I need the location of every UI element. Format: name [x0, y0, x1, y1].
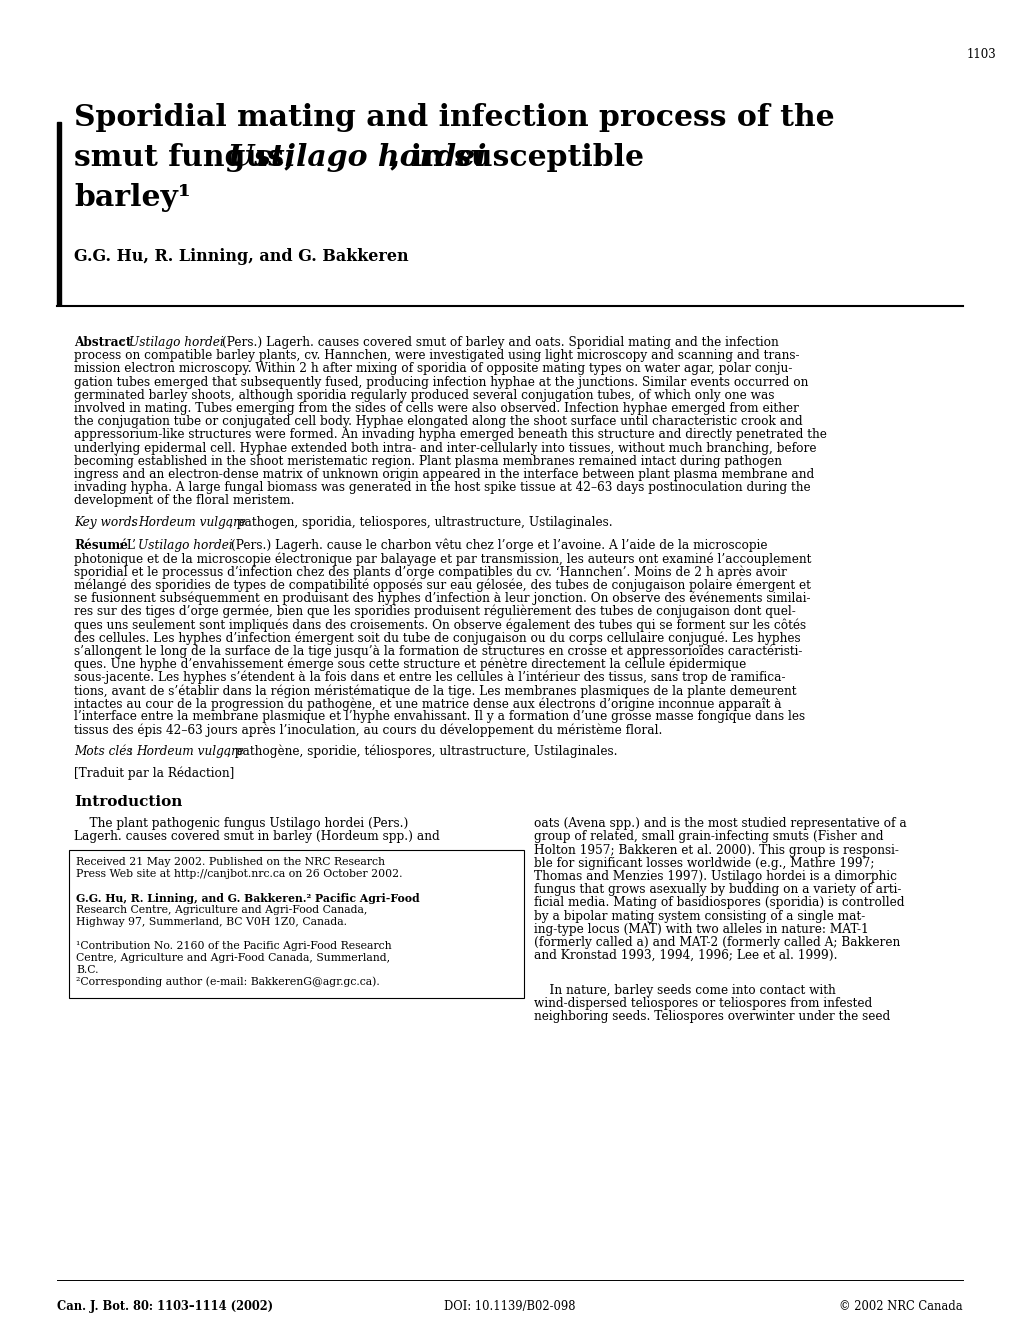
Text: B.C.: B.C. [76, 965, 99, 974]
Text: Holton 1957; Bakkeren et al. 2000). This group is responsi-: Holton 1957; Bakkeren et al. 2000). This… [534, 843, 898, 857]
Text: oats (Avena spp.) and is the most studied representative of a: oats (Avena spp.) and is the most studie… [534, 817, 906, 830]
Text: des cellules. Les hyphes d’infection émergent soit du tube de conjugaison ou du : des cellules. Les hyphes d’infection éme… [74, 631, 800, 644]
Text: Mots clés: Mots clés [74, 744, 132, 758]
Text: development of the floral meristem.: development of the floral meristem. [74, 495, 294, 507]
Text: Research Centre, Agriculture and Agri-Food Canada,: Research Centre, Agriculture and Agri-Fo… [76, 904, 367, 915]
Text: G.G. Hu, R. Linning, and G. Bakkeren.² Pacific Agri-Food: G.G. Hu, R. Linning, and G. Bakkeren.² P… [76, 892, 419, 904]
Text: the conjugation tube or conjugated cell body. Hyphae elongated along the shoot s: the conjugation tube or conjugated cell … [74, 416, 802, 428]
Text: [Traduit par la Rédaction]: [Traduit par la Rédaction] [74, 766, 234, 780]
Text: (Pers.) Lagerh. causes covered smut of barley and oats. Sporidial mating and the: (Pers.) Lagerh. causes covered smut of b… [218, 337, 777, 348]
Text: ficial media. Mating of basidiospores (sporidia) is controlled: ficial media. Mating of basidiospores (s… [534, 896, 904, 909]
Text: Sporidial mating and infection process of the: Sporidial mating and infection process o… [74, 103, 834, 132]
Text: Centre, Agriculture and Agri-Food Canada, Summerland,: Centre, Agriculture and Agri-Food Canada… [76, 953, 389, 962]
Text: res sur des tiges d’orge germée, bien que les sporidies produisent régulièrement: res sur des tiges d’orge germée, bien qu… [74, 605, 795, 618]
Text: Abstract: Abstract [74, 337, 131, 348]
Text: neighboring seeds. Teliospores overwinter under the seed: neighboring seeds. Teliospores overwinte… [534, 1010, 890, 1023]
Text: © 2002 NRC Canada: © 2002 NRC Canada [839, 1300, 962, 1313]
Text: 1103: 1103 [966, 48, 996, 61]
Text: involved in mating. Tubes emerging from the sides of cells were also observed. I: involved in mating. Tubes emerging from … [74, 403, 798, 414]
Text: , in susceptible: , in susceptible [389, 143, 643, 172]
Text: photonique et de la microscopie électronique par balayage et par transmission, l: photonique et de la microscopie électron… [74, 552, 810, 565]
Text: Lagerh. causes covered smut in barley (Hordeum spp.) and: Lagerh. causes covered smut in barley (H… [74, 830, 439, 843]
Text: s’allongent le long de la surface de la tige jusqu’à la formation de structures : s’allongent le long de la surface de la … [74, 644, 802, 657]
Text: fungus that grows asexually by budding on a variety of arti-: fungus that grows asexually by budding o… [534, 883, 901, 896]
Text: ques uns seulement sont impliqués dans des croisements. On observe également des: ques uns seulement sont impliqués dans d… [74, 618, 805, 631]
Text: Highway 97, Summerland, BC V0H 1Z0, Canada.: Highway 97, Summerland, BC V0H 1Z0, Cana… [76, 916, 346, 927]
Bar [69, 850, 524, 998]
Text: Introduction: Introduction [74, 795, 182, 809]
Text: by a bipolar mating system consisting of a single mat-: by a bipolar mating system consisting of… [534, 909, 864, 923]
Text: barley¹: barley¹ [74, 183, 191, 213]
Text: invading hypha. A large fungal biomass was generated in the host spike tissue at: invading hypha. A large fungal biomass w… [74, 482, 810, 494]
Text: group of related, small grain-infecting smuts (Fisher and: group of related, small grain-infecting … [534, 830, 882, 843]
Text: DOI: 10.1139/B02-098: DOI: 10.1139/B02-098 [444, 1300, 575, 1313]
Bar [57, 121, 61, 305]
Text: smut fungus,: smut fungus, [74, 143, 305, 172]
Text: underlying epidermal cell. Hyphae extended both intra- and inter-cellularly into: underlying epidermal cell. Hyphae extend… [74, 442, 815, 454]
Text: tions, avant de s’établir dans la région méristématique de la tige. Les membrane: tions, avant de s’établir dans la région… [74, 684, 796, 697]
Text: Ustilago hordei: Ustilago hordei [138, 539, 232, 552]
Text: G.G. Hu, R. Linning, and G. Bakkeren: G.G. Hu, R. Linning, and G. Bakkeren [74, 248, 409, 265]
Text: mélangé des sporidies de types de compatibilité opposés sur eau gélosée, des tub: mélangé des sporidies de types de compat… [74, 578, 810, 591]
Text: Thomas and Menzies 1997). Ustilago hordei is a dimorphic: Thomas and Menzies 1997). Ustilago horde… [534, 870, 896, 883]
Text: , pathogène, sporidie, téliospores, ultrastructure, Ustilaginales.: , pathogène, sporidie, téliospores, ultr… [227, 744, 616, 758]
Text: ing-type locus (MAT) with two alleles in nature: MAT-1: ing-type locus (MAT) with two alleles in… [534, 923, 868, 936]
Text: Key words: Key words [74, 516, 138, 528]
Text: ques. Une hyphe d’envahissement émerge sous cette structure et pénètre directeme: ques. Une hyphe d’envahissement émerge s… [74, 657, 746, 671]
Text: ble for significant losses worldwide (e.g., Mathre 1997;: ble for significant losses worldwide (e.… [534, 857, 873, 870]
Text: (Pers.) Lagerh. cause le charbon vêtu chez l’orge et l’avoine. A l’aide de la mi: (Pers.) Lagerh. cause le charbon vêtu ch… [227, 539, 766, 552]
Text: The plant pathogenic fungus Ustilago hordei (Pers.): The plant pathogenic fungus Ustilago hor… [74, 817, 408, 830]
Text: Ustilago hordei: Ustilago hordei [228, 143, 486, 172]
Text: ingress and an electron-dense matrix of unknown origin appeared in the interface: ingress and an electron-dense matrix of … [74, 469, 813, 480]
Text: process on compatible barley plants, cv. Hannchen, were investigated using light: process on compatible barley plants, cv.… [74, 350, 799, 362]
Text: se fusionnent subséquemment en produisant des hyphes d’infection à leur jonction: se fusionnent subséquemment en produisan… [74, 591, 810, 605]
Text: and Kronstad 1993, 1994, 1996; Lee et al. 1999).: and Kronstad 1993, 1994, 1996; Lee et al… [534, 949, 837, 962]
Text: ²Corresponding author (e-mail: BakkerenG@agr.gc.ca).: ²Corresponding author (e-mail: BakkerenG… [76, 977, 379, 987]
Text: Résumé: Résumé [74, 539, 127, 552]
Text: intactes au cour de la progression du pathogène, et une matrice dense aux électr: intactes au cour de la progression du pa… [74, 697, 781, 710]
Text: becoming established in the shoot meristematic region. Plant plasma membranes re: becoming established in the shoot merist… [74, 455, 782, 467]
Text: :: : [130, 516, 139, 528]
Text: gation tubes emerged that subsequently fused, producing infection hyphae at the : gation tubes emerged that subsequently f… [74, 376, 808, 388]
Text: sporidial et le processus d’infection chez des plants d’orge compatibles du cv. : sporidial et le processus d’infection ch… [74, 565, 786, 578]
Text: , pathogen, sporidia, teliospores, ultrastructure, Ustilaginales.: , pathogen, sporidia, teliospores, ultra… [229, 516, 612, 528]
Text: Received 21 May 2002. Published on the NRC Research: Received 21 May 2002. Published on the N… [76, 857, 384, 867]
Text: :: : [125, 744, 137, 758]
Text: germinated barley shoots, although sporidia regularly produced several conjugati: germinated barley shoots, although spori… [74, 389, 773, 401]
Text: mission electron microscopy. Within 2 h after mixing of sporidia of opposite mat: mission electron microscopy. Within 2 h … [74, 363, 792, 375]
Text: Can. J. Bot. 80: 1103–1114 (2002): Can. J. Bot. 80: 1103–1114 (2002) [57, 1300, 273, 1313]
Text: :: : [121, 337, 128, 348]
Text: (formerly called a) and MAT-2 (formerly called A; Bakkeren: (formerly called a) and MAT-2 (formerly … [534, 936, 900, 949]
Text: ¹Contribution No. 2160 of the Pacific Agri-Food Research: ¹Contribution No. 2160 of the Pacific Ag… [76, 941, 391, 950]
Text: Ustilago hordei: Ustilago hordei [128, 337, 223, 348]
Text: sous-jacente. Les hyphes s’étendent à la fois dans et entre les cellules à l’int: sous-jacente. Les hyphes s’étendent à la… [74, 671, 785, 684]
Text: Press Web site at http://canjbot.nrc.ca on 26 October 2002.: Press Web site at http://canjbot.nrc.ca … [76, 869, 403, 879]
Text: l’interface entre la membrane plasmique et l’hyphe envahissant. Il y a formation: l’interface entre la membrane plasmique … [74, 710, 804, 723]
Text: Hordeum vulgare: Hordeum vulgare [138, 516, 246, 528]
Text: : L’: : L’ [115, 539, 136, 552]
Text: appressorium-like structures were formed. An invading hypha emerged beneath this: appressorium-like structures were formed… [74, 429, 826, 441]
Text: Hordeum vulgare: Hordeum vulgare [136, 744, 244, 758]
Text: In nature, barley seeds come into contact with: In nature, barley seeds come into contac… [534, 983, 835, 997]
Text: wind-dispersed teliospores or teliospores from infested: wind-dispersed teliospores or teliospore… [534, 997, 871, 1010]
Text: tissus des épis 42–63 jours après l’inoculation, au cours du développement du mé: tissus des épis 42–63 jours après l’inoc… [74, 723, 661, 737]
